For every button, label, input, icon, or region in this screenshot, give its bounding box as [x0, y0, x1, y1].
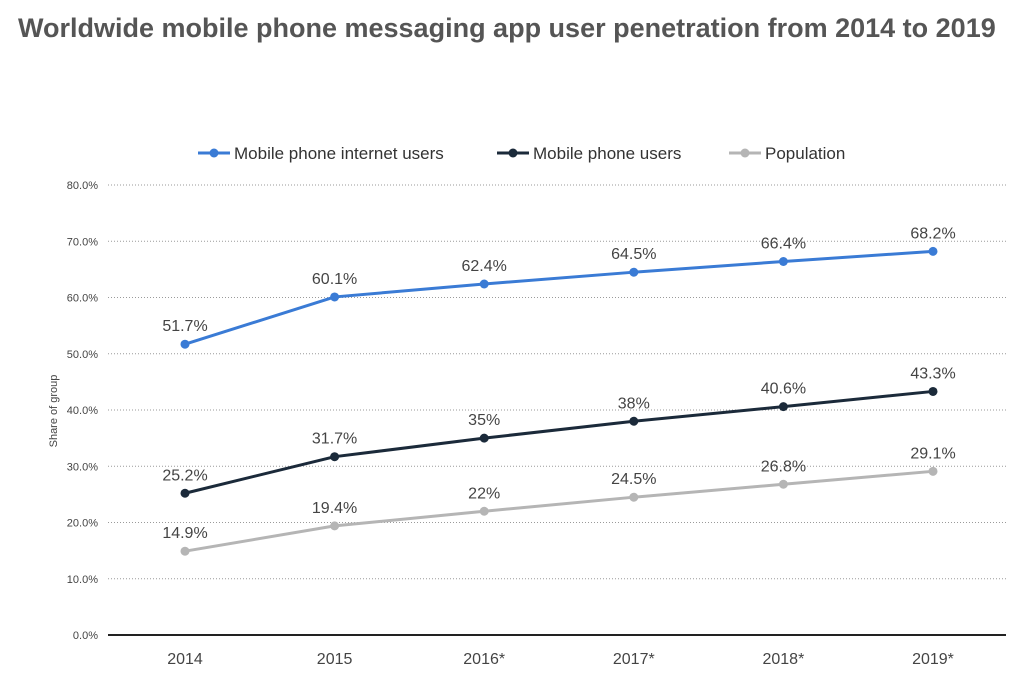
y-axis-title: Share of group [48, 375, 60, 448]
data-label: 29.1% [910, 445, 955, 462]
x-axis-ticks: 2014 2015 2016* 2017* 2018* 2019* [167, 651, 954, 668]
data-label: 66.4% [761, 236, 806, 253]
data-point[interactable] [330, 292, 340, 302]
series-group: 51.7% 60.1% 62.4% 64.5% 66.4% 68.2% 25.2% 31.7%… [162, 225, 956, 556]
x-tick-label: 2014 [167, 651, 203, 668]
data-label: 22% [468, 485, 500, 502]
data-label: 64.5% [611, 246, 656, 263]
y-tick-label: 0.0% [73, 630, 98, 642]
legend-item[interactable]: Mobile phone internet users [198, 144, 444, 163]
data-point[interactable] [479, 506, 489, 516]
data-point[interactable] [180, 488, 190, 498]
data-point[interactable] [330, 452, 340, 462]
data-label: 43.3% [910, 365, 955, 382]
legend-item[interactable]: Population [729, 144, 845, 163]
data-label: 62.4% [462, 258, 507, 275]
x-tick-label: 2016* [463, 651, 505, 668]
data-label: 26.8% [761, 458, 806, 475]
data-point[interactable] [629, 416, 639, 426]
legend-label: Population [765, 144, 845, 163]
data-label: 60.1% [312, 271, 357, 288]
data-label: 14.9% [162, 525, 207, 542]
data-label: 31.7% [312, 431, 357, 448]
y-axis-ticks: 0.0% 10.0% 20.0% 30.0% 40.0% 50.0% 60.0% 70.0% 8… [67, 180, 98, 642]
y-tick-label: 10.0% [67, 574, 98, 586]
chart-title: Worldwide mobile phone messaging app use… [18, 13, 996, 43]
y-tick-label: 80.0% [67, 180, 98, 192]
data-point[interactable] [928, 466, 938, 476]
y-tick-label: 40.0% [67, 405, 98, 417]
data-point[interactable] [928, 246, 938, 256]
data-point[interactable] [180, 339, 190, 349]
data-point[interactable] [330, 521, 340, 531]
legend-swatch-marker [508, 148, 518, 158]
series-line [184, 389, 934, 495]
series: 14.9% 19.4% 22% 24.5% 26.8% 29.1% [162, 445, 956, 556]
y-tick-label: 70.0% [67, 236, 98, 248]
data-label: 19.4% [312, 500, 357, 517]
data-label: 24.5% [611, 471, 656, 488]
y-tick-label: 60.0% [67, 293, 98, 305]
data-label: 40.6% [761, 381, 806, 398]
data-point[interactable] [180, 546, 190, 556]
data-label: 38% [618, 395, 650, 412]
data-point[interactable] [928, 386, 938, 396]
data-point[interactable] [479, 279, 489, 289]
y-tick-label: 20.0% [67, 518, 98, 530]
x-tick-label: 2019* [912, 651, 954, 668]
legend-swatch-marker [740, 148, 750, 158]
data-point[interactable] [629, 267, 639, 277]
data-point[interactable] [629, 492, 639, 502]
x-tick-label: 2015 [317, 651, 353, 668]
data-point[interactable] [778, 479, 788, 489]
data-label: 51.7% [162, 318, 207, 335]
data-label: 25.2% [162, 467, 207, 484]
data-point[interactable] [778, 402, 788, 412]
data-label: 35% [468, 412, 500, 429]
data-label: 68.2% [910, 225, 955, 242]
series-line [184, 249, 934, 346]
series: 25.2% 31.7% 35% 38% 40.6% 43.3% [162, 365, 956, 498]
y-tick-label: 30.0% [67, 461, 98, 473]
legend-swatch-marker [209, 148, 219, 158]
legend-label: Mobile phone users [533, 144, 681, 163]
y-tick-label: 50.0% [67, 349, 98, 361]
x-tick-label: 2017* [613, 651, 655, 668]
series: 51.7% 60.1% 62.4% 64.5% 66.4% 68.2% [162, 225, 956, 349]
series-line [184, 469, 934, 553]
gridlines [108, 184, 1006, 580]
legend-label: Mobile phone internet users [234, 144, 444, 163]
legend-item[interactable]: Mobile phone users [497, 144, 681, 163]
data-point[interactable] [479, 433, 489, 443]
x-tick-label: 2018* [762, 651, 804, 668]
data-point[interactable] [778, 257, 788, 266]
legend: Mobile phone internet users Mobile phone … [198, 144, 845, 163]
